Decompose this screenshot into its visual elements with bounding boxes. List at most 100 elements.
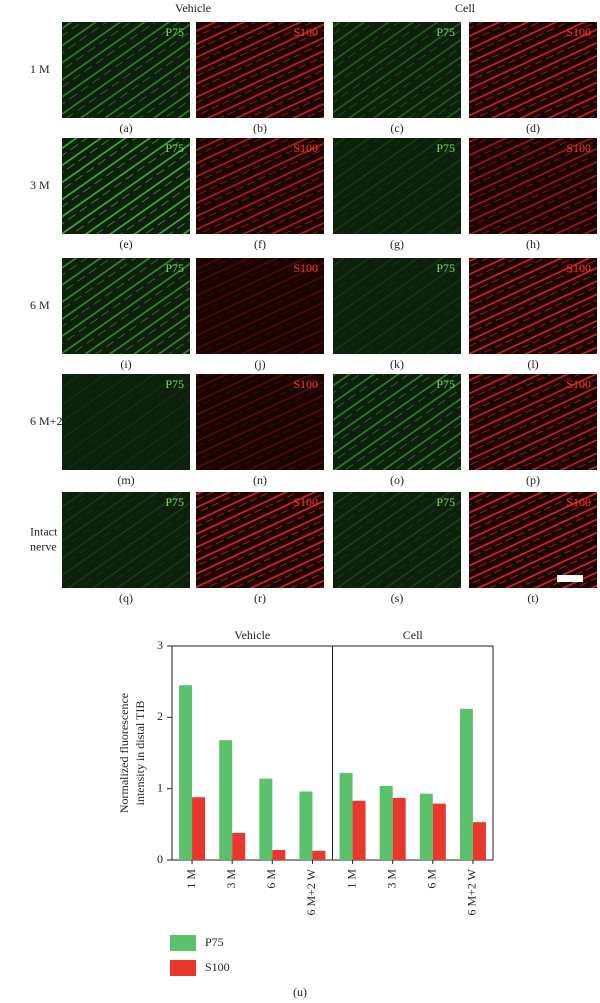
panel-label: (r)	[254, 591, 266, 605]
y-tick-label: 2	[157, 709, 163, 723]
bar	[339, 772, 353, 860]
micrograph-texture	[196, 374, 324, 470]
stain-label: P75	[436, 261, 455, 275]
panel-label: (g)	[390, 237, 404, 251]
bar	[259, 778, 273, 860]
stain-label: S100	[293, 377, 318, 391]
row-label: 1 M	[30, 62, 50, 76]
stain-label: S100	[566, 261, 591, 275]
panel-label: (c)	[390, 121, 403, 135]
legend-label: S100	[205, 960, 230, 974]
stain-label: S100	[566, 141, 591, 155]
micrograph-texture	[333, 258, 461, 354]
x-tick-label: 6 M	[264, 869, 278, 889]
micrograph-texture	[469, 374, 597, 470]
panel-label: (h)	[526, 237, 540, 251]
stain-label: P75	[165, 141, 184, 155]
y-tick-label: 3	[157, 638, 163, 652]
stain-label: P75	[436, 141, 455, 155]
y-axis-label: Normalized fluorescence	[117, 693, 131, 813]
micrograph-texture	[62, 138, 190, 234]
bar	[232, 832, 246, 860]
bar	[312, 850, 326, 860]
panel-label: (n)	[253, 473, 267, 487]
micrograph-texture	[333, 492, 461, 588]
micrograph-texture	[196, 258, 324, 354]
stain-label: P75	[436, 25, 455, 39]
micrograph-texture	[333, 138, 461, 234]
bar	[352, 800, 366, 860]
micrograph-texture	[62, 492, 190, 588]
y-tick-label: 0	[157, 852, 163, 866]
micrograph-texture	[196, 492, 324, 588]
x-tick-label: 6 M	[425, 869, 439, 889]
panel-label: (u)	[293, 985, 307, 999]
row-label: Intact	[30, 524, 58, 538]
stain-label: S100	[293, 261, 318, 275]
stain-label: S100	[566, 377, 591, 391]
panel-label: (e)	[119, 237, 132, 251]
stain-label: P75	[165, 495, 184, 509]
x-tick-label: 1 M	[184, 869, 198, 889]
bar	[272, 850, 286, 860]
panel-label: (f)	[254, 237, 266, 251]
stain-label: S100	[566, 495, 591, 509]
row-label: nerve	[30, 539, 57, 553]
bar	[432, 803, 446, 860]
micrograph-texture	[62, 258, 190, 354]
row-label: 3 M	[30, 178, 50, 192]
x-tick-label: 3 M	[384, 869, 398, 889]
panel-label: (d)	[526, 121, 540, 135]
legend-label: P75	[205, 935, 224, 949]
legend-swatch	[170, 960, 196, 976]
micrograph-texture	[333, 22, 461, 118]
bar	[219, 740, 233, 860]
y-tick-label: 1	[157, 780, 163, 794]
panel-label: (b)	[253, 121, 267, 135]
stain-label: P75	[165, 377, 184, 391]
micrograph-texture	[469, 492, 597, 588]
panel-label: (o)	[390, 473, 404, 487]
bar	[419, 793, 433, 860]
panel-label: (j)	[254, 357, 265, 371]
bar	[472, 822, 486, 860]
micrograph-texture	[62, 374, 190, 470]
column-header: Vehicle	[175, 1, 211, 15]
stain-label: S100	[293, 141, 318, 155]
stain-label: P75	[436, 377, 455, 391]
bar	[192, 797, 206, 860]
column-header: Cell	[455, 1, 476, 15]
bar	[299, 791, 313, 860]
bar	[379, 785, 393, 860]
group-label: Cell	[403, 628, 424, 642]
micrograph-texture	[62, 22, 190, 118]
micrograph-texture	[469, 258, 597, 354]
legend-swatch	[170, 935, 196, 951]
row-label: 6 M	[30, 298, 50, 312]
bar	[179, 685, 193, 860]
panel-label: (l)	[527, 357, 538, 371]
panel-label: (s)	[391, 591, 404, 605]
panel-label: (k)	[390, 357, 404, 371]
y-axis-label: intensity in distal TIB	[133, 701, 147, 806]
panel-label: (a)	[119, 121, 132, 135]
micrograph-texture	[196, 138, 324, 234]
micrograph-texture	[196, 22, 324, 118]
x-tick-label: 3 M	[224, 869, 238, 889]
scale-bar	[557, 575, 583, 582]
panel-label: (t)	[527, 591, 538, 605]
x-tick-label: 6 M+2 W	[304, 868, 318, 915]
panel-label: (p)	[526, 473, 540, 487]
stain-label: P75	[165, 25, 184, 39]
stain-label: S100	[293, 495, 318, 509]
panel-label: (m)	[117, 473, 134, 487]
bar	[392, 797, 406, 860]
stain-label: S100	[293, 25, 318, 39]
micrograph-texture	[469, 138, 597, 234]
bar	[459, 708, 473, 860]
x-tick-label: 1 M	[344, 869, 358, 889]
micrograph-texture	[469, 22, 597, 118]
panel-label: (i)	[120, 357, 131, 371]
stain-label: P75	[165, 261, 184, 275]
